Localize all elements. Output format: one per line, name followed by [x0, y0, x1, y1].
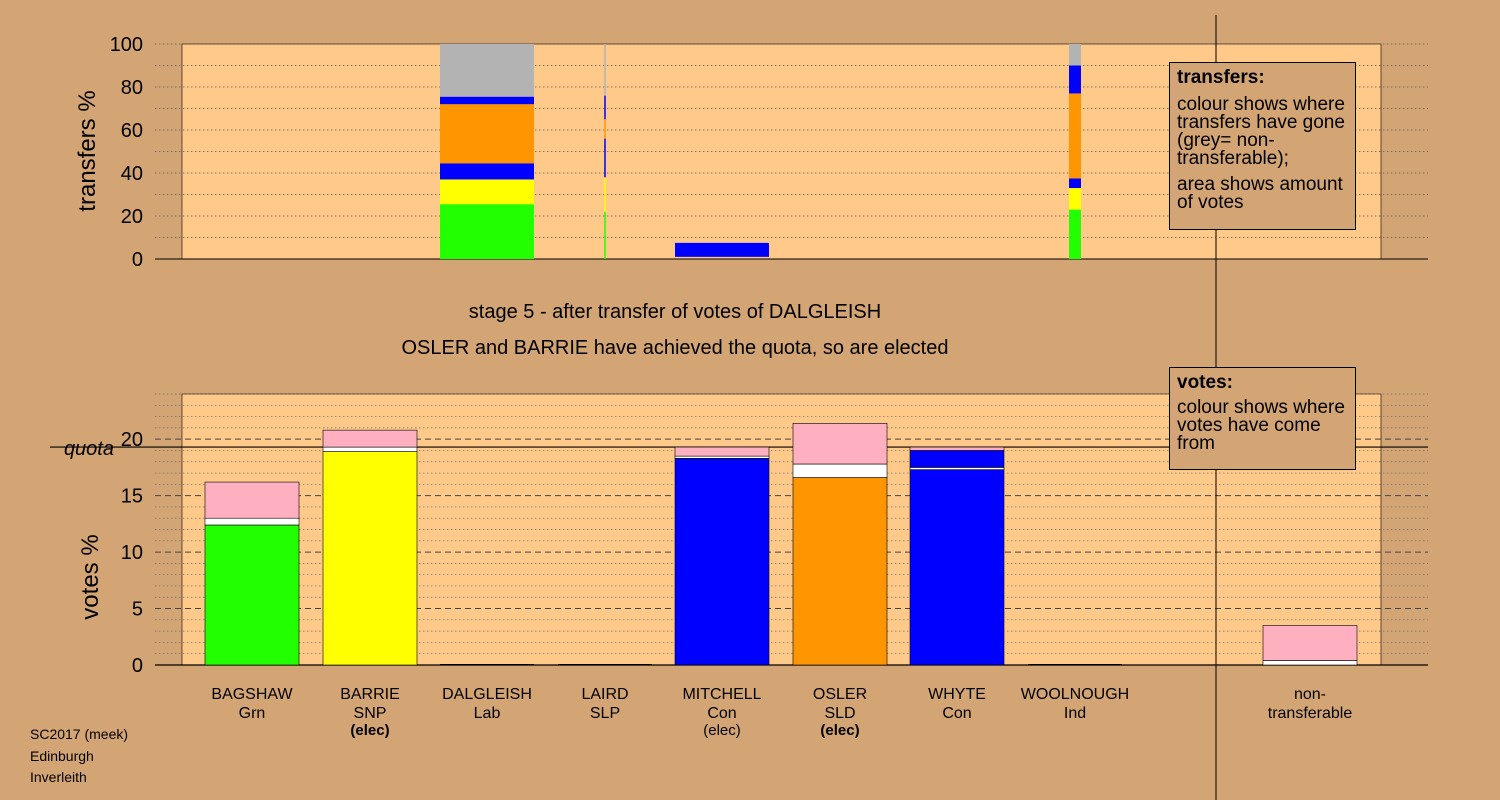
vote-bar-first-pref-bagshaw	[204, 524, 300, 666]
candidate-party-barrie: SNP	[354, 705, 387, 722]
candidate-name-bagshaw: BAGSHAW	[211, 686, 293, 703]
transfer-segment-woolnough	[1069, 188, 1081, 210]
nontransferable-label-1: non-	[1294, 686, 1326, 703]
votes-y-tick-label: 5	[132, 599, 143, 621]
transfers-legend-text2: area shows amount of votes	[1177, 174, 1343, 213]
vote-bar-first-pref-mitchell	[674, 458, 770, 666]
candidate-party-laird: SLP	[590, 705, 620, 722]
transfer-segment-woolnough	[1069, 178, 1081, 189]
candidate-party-whyte: Con	[942, 705, 971, 722]
vote-bar-earlier-transfer-bagshaw	[204, 517, 300, 526]
candidate-party-bagshaw: Grn	[239, 705, 266, 722]
candidate-name-mitchell: MITCHELL	[682, 686, 761, 703]
transfer-segment-dalgleish	[440, 104, 534, 164]
candidate-name-whyte: WHYTE	[928, 686, 986, 703]
transfers-y-tick-label: 60	[121, 120, 143, 142]
candidate-status-barrie: (elec)	[350, 722, 389, 739]
vote-bar-transfers-nontransferable	[1262, 625, 1358, 661]
vote-bar-first-pref-osler	[792, 477, 888, 666]
candidate-party-dalgleish: Lab	[474, 705, 501, 722]
transfers-y-tick-label: 80	[121, 77, 143, 99]
transfer-segment-dalgleish	[440, 179, 534, 205]
vote-bar-earlier-transfer-whyte	[909, 467, 1005, 470]
candidate-name-dalgleish: DALGLEISH	[442, 686, 532, 703]
transfer-segment-woolnough	[1069, 209, 1081, 259]
transfer-segment-laird	[604, 211, 606, 259]
votes-y-tick-label: 15	[121, 486, 143, 508]
elected-note: OSLER and BARRIE have achieved the quota…	[401, 337, 948, 359]
stage-title: stage 5 - after transfer of votes of DAL…	[469, 301, 881, 323]
transfer-segment-woolnough	[1069, 44, 1081, 66]
vote-bar-first-pref-whyte	[909, 469, 1005, 666]
vote-bar-first-pref-barrie	[322, 451, 418, 666]
transfer-segment-dalgleish	[440, 204, 534, 259]
transfer-segment-laird	[604, 138, 606, 178]
transfers-legend-title: transfers:	[1177, 67, 1265, 88]
votes-legend-title: votes:	[1177, 372, 1233, 393]
transfer-segment-woolnough	[1069, 65, 1081, 94]
candidate-party-osler: SLD	[824, 705, 855, 722]
vote-bar-earlier-transfer-osler	[792, 463, 888, 478]
transfers-legend-text1: colour shows where transfers have gone (…	[1177, 94, 1345, 169]
votes-y-tick-label: 0	[132, 655, 143, 677]
candidate-status-mitchell: (elec)	[703, 722, 741, 739]
votes-legend-text1: colour shows where votes have come from	[1177, 397, 1345, 454]
candidate-name-laird: LAIRD	[581, 686, 628, 703]
votes-legend: votes: colour shows where votes have com…	[1169, 367, 1356, 470]
vote-bar-earlier-transfer-nontransferable	[1262, 660, 1358, 666]
footer-line2: Edinburgh	[30, 747, 94, 764]
transfers-y-tick-label: 20	[121, 206, 143, 228]
footer-line1: SC2017 (meek)	[30, 726, 129, 742]
transfer-segment-laird	[604, 119, 606, 139]
votes-y-axis-label: votes %	[77, 534, 104, 619]
vote-bar-earlier-transfer-mitchell	[674, 455, 770, 459]
nontransferable-label-2: transferable	[1268, 705, 1353, 722]
transfer-segment-laird	[604, 95, 606, 120]
candidate-name-osler: OSLER	[813, 686, 867, 703]
vote-bar-transfers-osler	[792, 423, 888, 465]
vote-bar-transfers-mitchell	[674, 446, 770, 457]
vote-bar-transfers-bagshaw	[204, 481, 300, 519]
footer: SC2017 (meek) Edinburgh Inverleith	[30, 724, 128, 789]
candidate-party-woolnough: Ind	[1064, 705, 1086, 722]
candidate-status-osler: (elec)	[820, 722, 859, 739]
transfer-segment-woolnough	[1069, 93, 1081, 179]
transfer-segment-dalgleish	[440, 96, 534, 105]
vote-bar-band-whyte	[909, 446, 1005, 451]
votes-y-tick-label: 10	[121, 542, 143, 564]
transfer-segment-laird	[604, 44, 606, 96]
transfers-y-tick-label: 100	[110, 34, 143, 56]
vote-bar-transfers-barrie	[322, 429, 418, 448]
transfers-legend: transfers: colour shows where transfers …	[1169, 62, 1356, 230]
candidate-name-barrie: BARRIE	[340, 686, 400, 703]
transfer-segment-dalgleish	[440, 163, 534, 180]
transfers-y-tick-label: 40	[121, 163, 143, 185]
transfer-segment-dalgleish	[440, 44, 534, 97]
vote-bar-earlier-transfer-barrie	[322, 446, 418, 452]
votes-y-tick-label: 20	[121, 429, 143, 451]
transfers-y-tick-label: 0	[132, 249, 143, 271]
candidate-party-mitchell: Con	[707, 705, 736, 722]
transfer-segment-mitchell	[675, 242, 769, 257]
transfer-segment-laird	[604, 177, 606, 212]
transfers-y-axis-label: transfers %	[74, 90, 101, 211]
candidate-name-woolnough: WOOLNOUGH	[1021, 686, 1129, 703]
vote-bar-band-whyte	[909, 450, 1005, 468]
footer-line3: Inverleith	[30, 769, 87, 785]
quota-label: quota	[64, 438, 114, 460]
